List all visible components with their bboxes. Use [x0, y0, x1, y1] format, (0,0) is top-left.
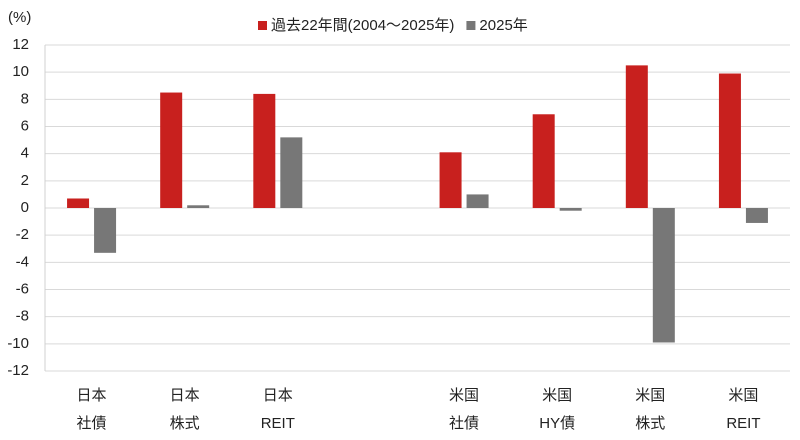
bar	[466, 194, 489, 208]
y-tick-label: -2	[16, 226, 29, 243]
y-tick-label: -8	[16, 308, 29, 325]
x-tick-label: 社債	[449, 415, 479, 432]
bar	[718, 73, 741, 209]
x-tick-label: HY債	[539, 415, 575, 432]
x-tick-label: 米国	[449, 387, 479, 404]
x-tick-label: 日本	[170, 387, 200, 404]
bar	[187, 205, 210, 208]
y-unit-label: (%)	[8, 9, 31, 26]
x-tick-label: 株式	[170, 415, 200, 432]
bar	[439, 152, 462, 208]
x-tick-label: REIT	[261, 415, 295, 432]
x-tick-label: 社債	[77, 415, 107, 432]
y-tick-label: -4	[16, 253, 29, 270]
x-tick-label: 米国	[542, 387, 572, 404]
bar	[559, 208, 582, 211]
bar	[280, 137, 303, 208]
bar	[94, 208, 117, 253]
x-tick-label: 日本	[77, 387, 107, 404]
legend-swatch	[258, 21, 267, 30]
bar	[652, 208, 675, 343]
y-tick-label: 2	[21, 172, 29, 189]
x-tick-label: 株式	[635, 415, 665, 432]
bar	[532, 114, 555, 208]
x-tick-label: REIT	[726, 415, 760, 432]
y-tick-label: 12	[12, 36, 29, 53]
x-tick-label: 米国	[635, 387, 665, 404]
y-tick-label: -6	[16, 280, 29, 297]
y-tick-label: -10	[7, 335, 29, 352]
x-tick-label: 日本	[263, 387, 293, 404]
bar	[745, 208, 768, 223]
y-tick-label: -12	[7, 362, 29, 379]
bar	[253, 93, 276, 208]
y-tick-label: 10	[12, 63, 29, 80]
x-tick-label: 米国	[728, 387, 758, 404]
legend-label: 過去22年間(2004～2025年)	[271, 17, 454, 34]
bar	[67, 198, 90, 208]
bar	[160, 92, 183, 208]
y-tick-label: 6	[21, 117, 29, 134]
bar	[625, 65, 648, 208]
y-tick-label: 8	[21, 90, 29, 107]
y-tick-label: 0	[21, 199, 29, 216]
legend-swatch	[466, 21, 476, 30]
y-tick-label: 4	[21, 145, 29, 162]
legend-label: 2025年	[479, 17, 527, 34]
